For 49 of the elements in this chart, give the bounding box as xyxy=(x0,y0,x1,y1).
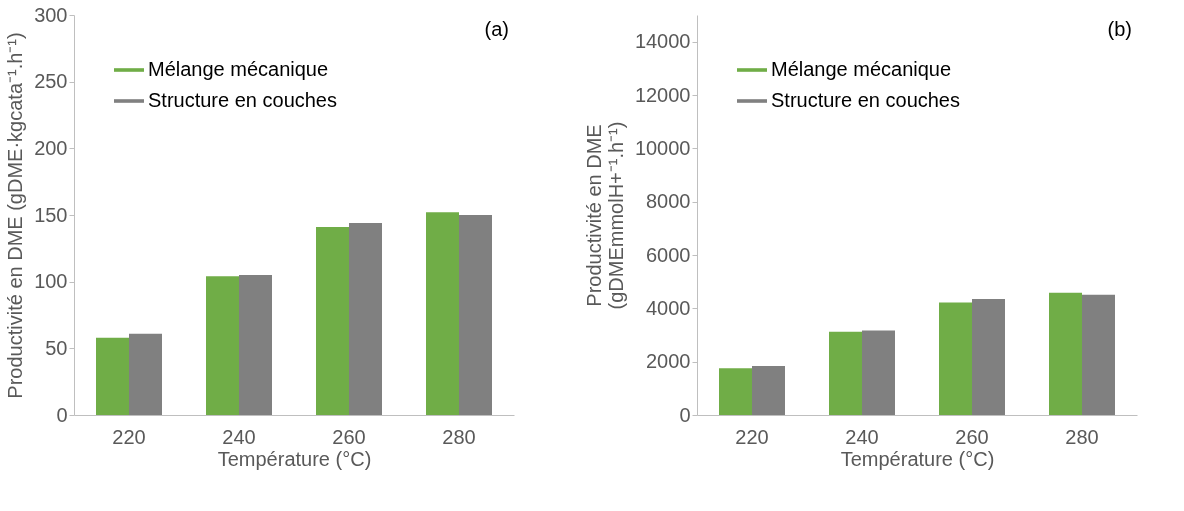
y-tick-label: 100 xyxy=(34,270,68,293)
bar xyxy=(939,302,972,415)
x-axis-title: Température (°C) xyxy=(840,447,995,470)
bar xyxy=(96,337,129,415)
y-tick-label: 6000 xyxy=(646,243,691,266)
legend-label: Structure en couches xyxy=(148,89,337,111)
y-axis-title: Productivité en DME (gDME·kgcata⁻¹.h⁻¹) xyxy=(4,32,27,399)
legend-label: Mélange mécanique xyxy=(148,58,329,80)
bar xyxy=(862,330,895,415)
y-tick-label: 12000 xyxy=(634,83,691,106)
bar xyxy=(752,365,785,415)
bar xyxy=(829,331,862,415)
bar xyxy=(206,276,239,415)
y-tick-label: 2000 xyxy=(646,350,691,373)
bar xyxy=(972,299,1005,415)
bar xyxy=(349,223,382,415)
bar xyxy=(1049,292,1082,415)
x-axis-title: Température (°C) xyxy=(217,447,372,470)
y-tick-label: 8000 xyxy=(646,190,691,213)
x-tick-label: 280 xyxy=(1065,425,1099,448)
y-tick-label: 0 xyxy=(56,403,68,426)
bar xyxy=(316,227,349,415)
y-tick-label: 250 xyxy=(34,70,68,93)
y-axis-title: Productivité en DME (gDMEmmolH+⁻¹.h⁻¹) xyxy=(582,121,627,310)
x-tick-label: 260 xyxy=(332,425,366,448)
bar xyxy=(426,212,459,415)
x-tick-label: 240 xyxy=(222,425,256,448)
y-tick-label: 200 xyxy=(34,136,68,159)
y-tick-label: 14000 xyxy=(634,30,691,53)
x-tick-label: 220 xyxy=(735,425,769,448)
x-tick-label: 260 xyxy=(955,425,989,448)
x-tick-label: 220 xyxy=(112,425,146,448)
y-tick-label: 10000 xyxy=(634,136,691,159)
x-tick-label: 280 xyxy=(442,425,476,448)
y-tick-label: 4000 xyxy=(646,296,691,319)
annotation: (b) xyxy=(1107,18,1132,40)
x-tick-label: 240 xyxy=(845,425,879,448)
bar xyxy=(1082,294,1115,415)
y-tick-label: 50 xyxy=(45,336,68,359)
bar xyxy=(459,215,492,415)
bar xyxy=(719,368,752,415)
y-tick-label: 150 xyxy=(34,203,68,226)
legend-label: Mélange mécanique xyxy=(771,58,952,80)
bar xyxy=(239,275,272,415)
y-tick-label: 0 xyxy=(679,403,691,426)
bar xyxy=(129,333,162,415)
y-tick-label: 300 xyxy=(34,3,68,26)
annotation: (a) xyxy=(484,18,509,40)
legend-label: Structure en couches xyxy=(771,89,960,111)
